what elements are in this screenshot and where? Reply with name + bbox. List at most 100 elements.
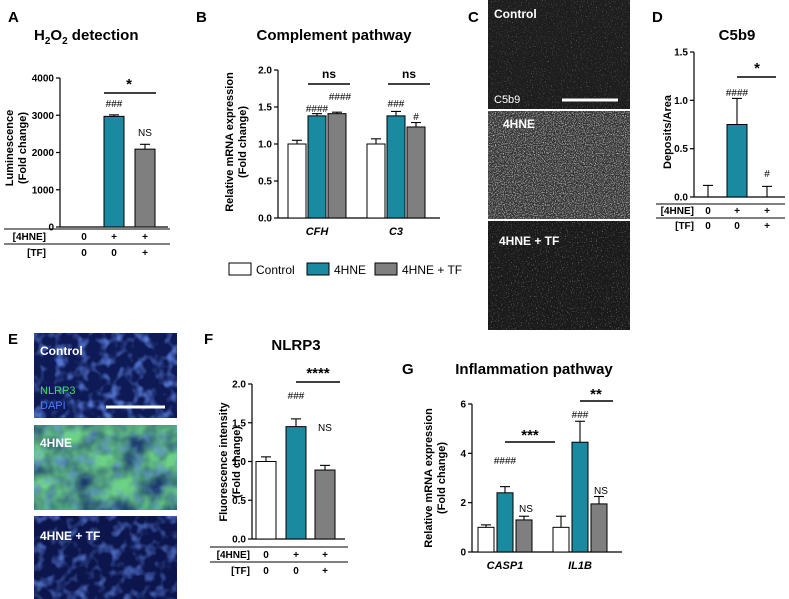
panel-b-ylabel-1: Relative mRNA expression xyxy=(224,72,236,212)
micrograph-e-control-label: Control xyxy=(40,344,83,358)
legend-label-4hne: 4HNE xyxy=(334,263,366,277)
panel-b-letter: B xyxy=(196,9,207,26)
panel-d-row1-label: [4HNE] xyxy=(661,206,694,217)
y-tick-label: 1.5 xyxy=(674,48,688,59)
panel-g-letter: G xyxy=(402,361,414,378)
panel-a: A H2O2 detection Luminescence (Fold chan… xyxy=(4,9,170,259)
micrograph-e-stain-2: DAPI xyxy=(40,400,66,412)
panel-d-row1-val-3: + xyxy=(764,206,770,217)
panel-a-title: H2O2 detection xyxy=(34,27,138,47)
panel-a-row1-val-1: 0 xyxy=(81,232,87,243)
panel-f-row2-label: [TF] xyxy=(231,566,250,577)
y-tick-label: 1.5 xyxy=(232,418,246,429)
panel-f-row2-val-3: + xyxy=(322,566,328,577)
y-tick-label: 4 xyxy=(460,449,466,460)
micrograph-e-4hne-tf xyxy=(34,516,177,599)
bar-0 xyxy=(255,461,277,540)
y-tick-label: 0.5 xyxy=(232,496,246,507)
panel-g-sig-1: *** xyxy=(521,427,539,444)
panel-a-axes: 0 1000 2000 3000 4000 xyxy=(32,74,168,234)
micrograph-c-control xyxy=(488,0,630,109)
panel-f: F NLRP3 Fluorescence intensity (Fold cha… xyxy=(204,331,348,577)
panel-g-ns-2: NS xyxy=(594,486,608,497)
panel-a-letter: A xyxy=(8,9,19,26)
panel-b-ylabel-2: (Fold change) xyxy=(237,106,249,178)
micrograph-e-control xyxy=(34,333,177,418)
panel-c: C Control C5b9 4HNE 4HNE + TF xyxy=(468,0,630,330)
panel-g-hash-2: ### xyxy=(572,410,589,421)
panel-b-title: Complement pathway xyxy=(256,27,412,44)
y-tick-label: 0 xyxy=(460,548,466,559)
bar-cfh-2 xyxy=(327,113,347,219)
micrograph-e-4hne-tf-label: 4HNE + TF xyxy=(40,529,100,543)
bar-c3-2 xyxy=(406,126,426,219)
panel-g: G Inflammation pathway Relative mRNA exp… xyxy=(402,361,622,572)
panel-g-hash-1: #### xyxy=(494,456,517,467)
panel-a-row1-label: [4HNE] xyxy=(13,232,46,243)
y-tick-label: 2000 xyxy=(32,148,55,159)
bar-casp1-2 xyxy=(515,519,533,553)
panel-d: D C5b9 Deposits/Area 0.00.51.01.5 * ####… xyxy=(652,9,785,232)
panel-a-row1-val-3: + xyxy=(142,232,148,243)
panel-d-hash: #### xyxy=(726,88,749,99)
micrograph-c-4hne xyxy=(488,111,630,219)
bar-cfh-1 xyxy=(307,115,327,219)
panel-e: E Control NLRP3 DAPI 4HNE 4HNE + TF xyxy=(8,331,177,599)
micrograph-c-4hne-label: 4HNE xyxy=(503,117,535,131)
legend-swatch-4hne xyxy=(306,262,330,276)
panel-g-sig-2: ** xyxy=(590,386,602,403)
panel-f-letter: F xyxy=(204,331,213,348)
bar-1 xyxy=(726,124,748,198)
y-tick-label: 1.5 xyxy=(258,103,272,114)
panel-b-axes: 0.0 0.5 1.0 1.5 2.0 CFH C3 xyxy=(258,66,440,238)
panel-f-title: NLRP3 xyxy=(271,337,320,354)
y-tick-label: 1.0 xyxy=(232,457,246,468)
bar-1 xyxy=(103,115,125,228)
panel-a-row2-val-3: + xyxy=(142,248,148,259)
panel-d-row2-val-2: 0 xyxy=(734,221,740,232)
y-tick-label: 1.0 xyxy=(674,96,688,107)
bar-il1b-1 xyxy=(571,441,589,553)
panel-d-axes: 0.0 0.5 1.0 1.5 xyxy=(674,48,785,204)
panel-f-hash: ### xyxy=(288,391,305,402)
bar-casp1-0 xyxy=(477,526,495,553)
panel-b-hash-c3-1: ### xyxy=(388,99,405,110)
bar-1 xyxy=(285,426,307,540)
bar-cfh-0 xyxy=(287,143,307,219)
panel-a-hash: ### xyxy=(106,99,123,110)
panel-d-row2-label: [TF] xyxy=(675,221,694,232)
panel-d-row2-val-3: + xyxy=(764,221,770,232)
panel-b-hash-c3-2: # xyxy=(413,112,419,123)
panel-g-axes: 0 2 4 6 CASP1 IL1B xyxy=(460,400,622,572)
y-tick-label: 0.0 xyxy=(674,193,688,204)
bar-c3-1 xyxy=(386,115,406,219)
panel-a-sig: * xyxy=(126,76,132,93)
panel-g-ns-1: NS xyxy=(519,504,533,515)
panel-c-letter: C xyxy=(468,9,479,26)
y-tick-label: 2.0 xyxy=(258,66,272,77)
bar-c3-0 xyxy=(366,143,386,219)
panel-d-letter: D xyxy=(652,9,663,26)
y-tick-label: 1000 xyxy=(32,185,55,196)
bar-2 xyxy=(134,148,156,228)
panel-d-hash-2: # xyxy=(764,169,770,180)
panel-f-row1-label: [4HNE] xyxy=(217,550,250,561)
panel-a-ns: NS xyxy=(138,128,152,139)
panel-a-row2-val-2: 0 xyxy=(111,248,117,259)
panel-f-row1-val-2: + xyxy=(293,550,299,561)
y-tick-label: 0.0 xyxy=(232,535,246,546)
panel-d-row2-val-1: 0 xyxy=(705,221,711,232)
y-tick-label: 3000 xyxy=(32,111,55,122)
panel-a-row1-val-2: + xyxy=(111,232,117,243)
panel-f-ns: NS xyxy=(318,423,332,434)
panel-f-ylabel-2: (Fold change) xyxy=(231,426,243,498)
y-tick-label: 1.0 xyxy=(258,140,272,151)
y-tick-label: 0 xyxy=(48,223,54,234)
panel-b-hash-cfh-2: #### xyxy=(329,92,352,103)
panel-d-ylabel: Deposits/Area xyxy=(662,94,674,169)
micrograph-c-4hne-tf-label: 4HNE + TF xyxy=(499,234,559,248)
y-tick-label: 0.5 xyxy=(258,177,272,188)
panel-d-row1-val-2: + xyxy=(734,206,740,217)
legend-label-control: Control xyxy=(256,263,295,277)
